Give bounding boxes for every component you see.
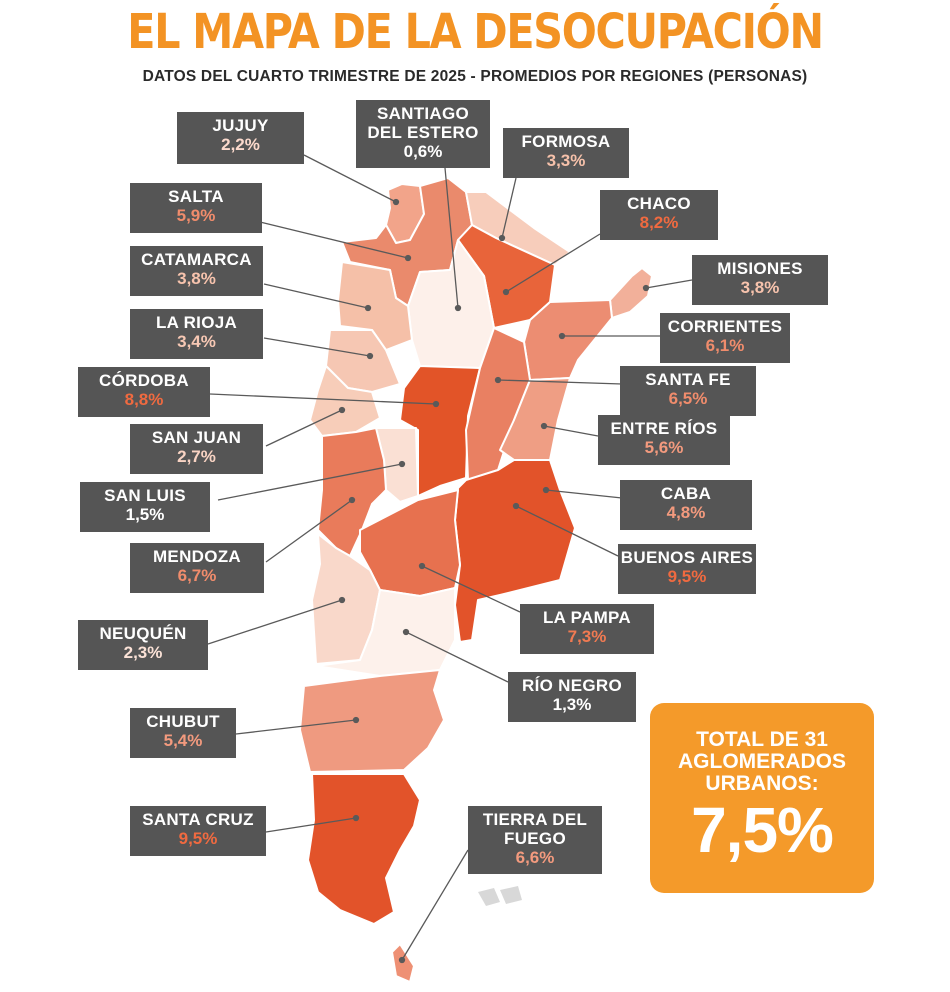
province-name: CATAMARCA <box>130 250 263 269</box>
province-chubut[interactable] <box>300 670 444 772</box>
province-value: 4,8% <box>620 503 752 522</box>
province-value: 6,5% <box>620 389 756 408</box>
province-value: 8,8% <box>78 390 210 409</box>
label-tierra-del-fuego: TIERRA DEL FUEGO 6,6% <box>468 806 602 874</box>
province-name: CHACO <box>600 194 718 213</box>
province-name: NEUQUÉN <box>78 624 208 643</box>
province-value: 5,4% <box>130 731 236 750</box>
province-name-2: DEL ESTERO <box>356 123 490 142</box>
province-name: FORMOSA <box>503 132 629 151</box>
label-san-juan: SAN JUAN 2,7% <box>130 424 263 474</box>
label-misiones: MISIONES 3,8% <box>692 255 828 305</box>
province-santa-cruz[interactable] <box>308 774 420 924</box>
label-neuquen: NEUQUÉN 2,3% <box>78 620 208 670</box>
province-value: 2,3% <box>78 643 208 662</box>
label-buenos-aires: BUENOS AIRES 9,5% <box>618 544 756 594</box>
total-line-1: TOTAL DE 31 <box>650 729 874 751</box>
province-name: LA RIOJA <box>130 313 263 332</box>
province-value: 2,7% <box>130 447 263 466</box>
province-tierra-del-fuego[interactable] <box>392 944 414 982</box>
label-san-luis: SAN LUIS 1,5% <box>80 482 210 532</box>
province-name: ENTRE RÍOS <box>598 419 730 438</box>
province-value: 3,4% <box>130 332 263 351</box>
label-chaco: CHACO 8,2% <box>600 190 718 240</box>
province-value: 6,7% <box>130 566 264 585</box>
province-name: SANTIAGO <box>356 104 490 123</box>
province-value: 1,3% <box>508 695 636 714</box>
province-name: LA PAMPA <box>520 608 654 627</box>
province-value: 2,2% <box>177 135 304 154</box>
province-name: CORRIENTES <box>660 317 790 336</box>
total-value: 7,5% <box>650 797 874 863</box>
province-value: 6,1% <box>660 336 790 355</box>
province-name: MENDOZA <box>130 547 264 566</box>
province-value: 8,2% <box>600 213 718 232</box>
province-name: BUENOS AIRES <box>618 548 756 567</box>
province-value: 3,8% <box>692 278 828 297</box>
province-value: 9,5% <box>618 567 756 586</box>
province-name-2: FUEGO <box>468 829 602 848</box>
total-summary-box: TOTAL DE 31 AGLOMERADOS URBANOS: 7,5% <box>650 703 874 893</box>
province-value: 7,3% <box>520 627 654 646</box>
province-misiones[interactable] <box>610 268 652 318</box>
label-la-rioja: LA RIOJA 3,4% <box>130 309 263 359</box>
province-value: 5,9% <box>130 206 262 225</box>
province-value: 5,6% <box>598 438 730 457</box>
label-rio-negro: RÍO NEGRO 1,3% <box>508 672 636 722</box>
province-value: 6,6% <box>468 848 602 867</box>
province-name: RÍO NEGRO <box>508 676 636 695</box>
label-santa-cruz: SANTA CRUZ 9,5% <box>130 806 266 856</box>
province-value: 9,5% <box>130 829 266 848</box>
province-name: CHUBUT <box>130 712 236 731</box>
malvinas-islands <box>478 886 522 906</box>
province-value: 1,5% <box>80 505 210 524</box>
label-santa-fe: SANTA FE 6,5% <box>620 366 756 416</box>
label-la-pampa: LA PAMPA 7,3% <box>520 604 654 654</box>
label-mendoza: MENDOZA 6,7% <box>130 543 264 593</box>
label-corrientes: CORRIENTES 6,1% <box>660 313 790 363</box>
province-name: SANTA FE <box>620 370 756 389</box>
province-name: CÓRDOBA <box>78 371 210 390</box>
province-name: SANTA CRUZ <box>130 810 266 829</box>
label-cordoba: CÓRDOBA 8,8% <box>78 367 210 417</box>
label-caba: CABA 4,8% <box>620 480 752 530</box>
province-name: SALTA <box>130 187 262 206</box>
province-name: SAN LUIS <box>80 486 210 505</box>
province-name: CABA <box>620 484 752 503</box>
label-jujuy: JUJUY 2,2% <box>177 112 304 164</box>
total-line-3: URBANOS: <box>650 773 874 795</box>
province-value: 0,6% <box>356 142 490 161</box>
province-name: JUJUY <box>177 116 304 135</box>
label-catamarca: CATAMARCA 3,8% <box>130 246 263 296</box>
label-santiago-del-estero: SANTIAGO DEL ESTERO 0,6% <box>356 100 490 168</box>
province-name: MISIONES <box>692 259 828 278</box>
province-value: 3,3% <box>503 151 629 170</box>
total-line-2: AGLOMERADOS <box>650 751 874 773</box>
label-formosa: FORMOSA 3,3% <box>503 128 629 178</box>
label-chubut: CHUBUT 5,4% <box>130 708 236 758</box>
label-entre-rios: ENTRE RÍOS 5,6% <box>598 415 730 465</box>
province-name: TIERRA DEL <box>468 810 602 829</box>
label-salta: SALTA 5,9% <box>130 183 262 233</box>
province-value: 3,8% <box>130 269 263 288</box>
province-name: SAN JUAN <box>130 428 263 447</box>
